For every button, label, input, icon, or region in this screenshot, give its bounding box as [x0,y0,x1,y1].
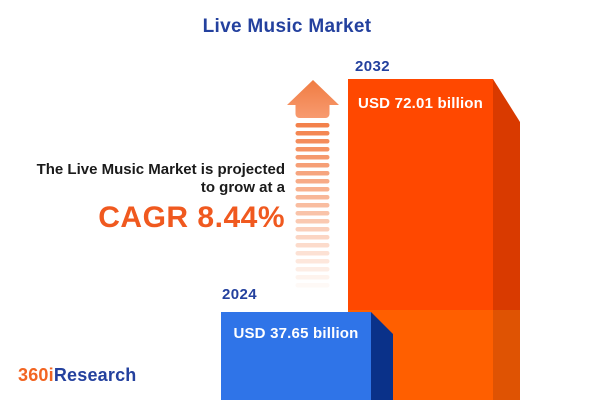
arrow-neck [295,101,330,118]
logo-360iresearch: 360iResearch [18,365,137,386]
year-label-2032: 2032 [355,58,390,75]
arrow-head [287,80,339,105]
bar-2032-face-top [348,79,493,310]
logo-part-blue: Research [53,365,137,385]
projection-annotation: The Live Music Market is projected to gr… [20,161,285,235]
cagr-value: CAGR 8.44% [98,201,285,234]
bar-2032 [348,79,520,400]
value-label-2024: USD 37.65 billion [233,325,359,342]
year-label-2024: 2024 [222,286,257,303]
growth-arrow-icon [287,80,339,288]
projection-line-2: to grow at a [200,179,285,196]
bar-2024-side [371,312,393,400]
bar-2032-side-top [493,79,520,310]
value-label-2032: USD 72.01 billion [357,95,484,112]
bar-2032-side-bottom [493,310,520,400]
bar-2024 [221,312,393,400]
logo-part-orange: 360i [18,365,54,385]
projection-line-1: The Live Music Market is projected [36,161,285,178]
chart-title: Live Music Market [202,16,372,37]
bar-2024-face [221,312,371,400]
arrow-stripes [295,123,330,288]
